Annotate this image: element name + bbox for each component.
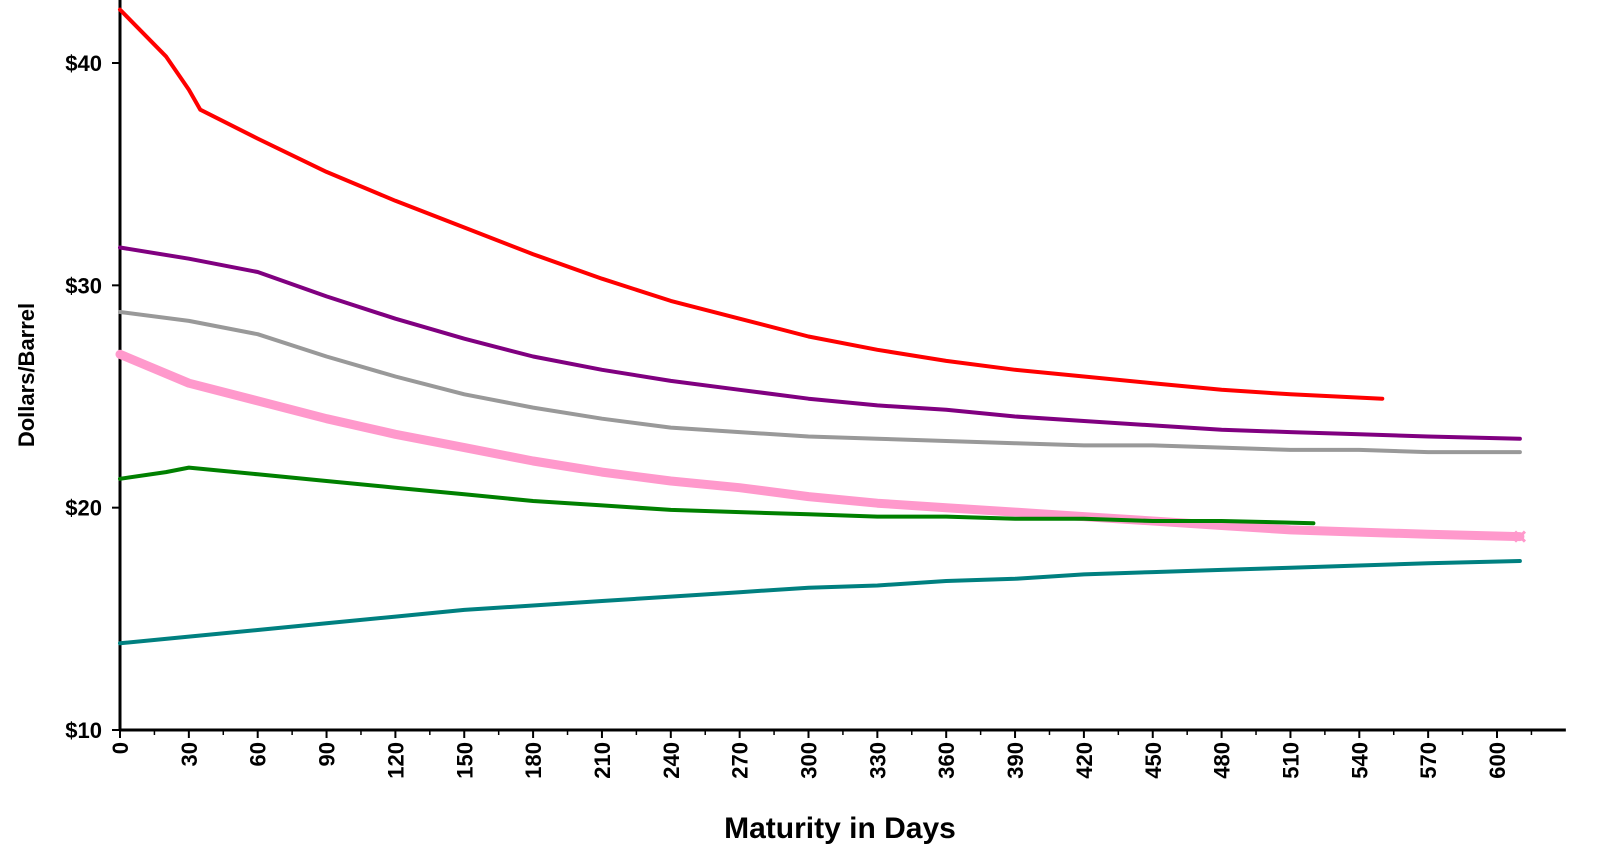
x-tick-label: 90	[315, 742, 340, 766]
x-tick-label: 420	[1072, 742, 1097, 779]
x-tick-label: 30	[177, 742, 202, 766]
labels-layer: Maturity in Days Dollars/Barrel	[14, 303, 956, 845]
x-tick-label: 330	[865, 742, 890, 779]
y-tick-label: $30	[65, 273, 102, 298]
x-tick-label: 540	[1347, 742, 1372, 779]
series-line-4	[115, 349, 1525, 542]
series-line-6	[118, 559, 1522, 646]
series-line-2	[118, 245, 1522, 441]
y-tick-label: $40	[65, 51, 102, 76]
series-line-3	[118, 310, 1522, 455]
x-tick-label: 450	[1141, 742, 1166, 779]
series-line-1	[118, 7, 1385, 401]
x-tick-label: 60	[246, 742, 271, 766]
x-tick-label: 270	[728, 742, 753, 779]
x-axis-title: Maturity in Days	[724, 812, 956, 845]
series-layer	[115, 7, 1527, 646]
x-tick-label: 600	[1485, 742, 1510, 779]
y-tick-label: $10	[65, 718, 102, 743]
x-tick-label: 360	[934, 742, 959, 779]
x-tick-label: 0	[108, 742, 133, 754]
series-end-marker	[1513, 530, 1527, 543]
x-tick-label: 390	[1003, 742, 1028, 779]
x-tick-label: 150	[452, 742, 477, 779]
axes: $10 $20 $30 $40 0 30 60 90 120 150 180 210 240 270 300…	[65, 0, 1566, 779]
x-tick-label: 210	[590, 742, 615, 779]
x-tick-label: 480	[1210, 742, 1235, 779]
x-tick-label: 180	[521, 742, 546, 779]
series-line-5	[118, 465, 1316, 526]
x-tick-label: 120	[383, 742, 408, 779]
y-axis-title: Dollars/Barrel	[14, 303, 39, 447]
x-tick-label: 510	[1278, 742, 1303, 779]
x-tick-label: 570	[1416, 742, 1441, 779]
x-tick-label: 240	[659, 742, 684, 779]
x-tick-label: 300	[797, 742, 822, 779]
y-tick-label: $20	[65, 496, 102, 521]
